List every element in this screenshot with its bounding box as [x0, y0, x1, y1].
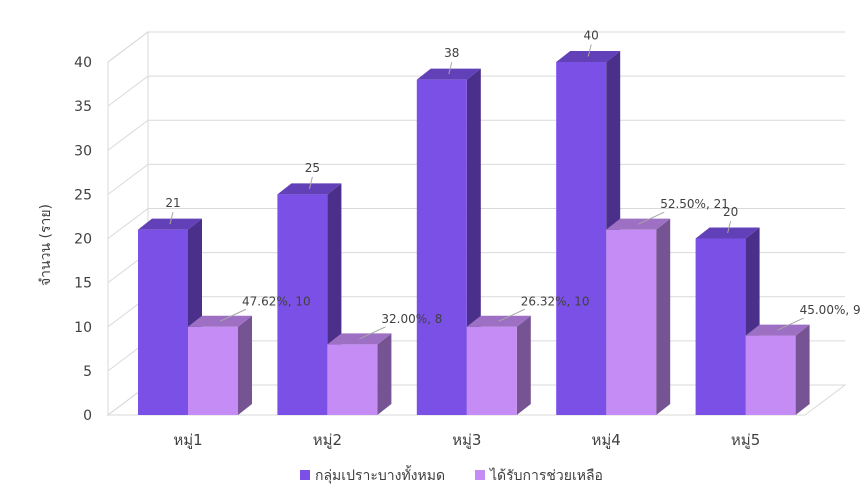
bar-total-2: [277, 183, 342, 415]
data-label: 47.62%, 10: [242, 294, 311, 308]
bar-helped-2: [327, 333, 392, 415]
y-tick-label: 10: [74, 320, 92, 336]
bar-helped-5: [745, 324, 810, 415]
bar-front: [556, 62, 607, 415]
x-category-label: หมู่3: [452, 431, 481, 449]
leader-line: [727, 220, 732, 234]
bar-front: [327, 344, 378, 415]
bar-side: [516, 315, 531, 415]
y-tick-label: 15: [74, 276, 92, 292]
legend-swatch: [475, 470, 485, 480]
y-axis-label: จำนวน (ราย): [38, 204, 54, 286]
data-label: 52.50%, 21: [660, 197, 729, 211]
x-category-label: หมู่4: [592, 431, 621, 449]
y-axis-ticks: 0 5 10 15 20 25 30 35 40: [74, 55, 92, 424]
y-tick-label: 30: [74, 143, 92, 159]
bar-front: [745, 335, 796, 415]
y-tick-label: 20: [74, 232, 92, 248]
x-category-label: หมู่2: [313, 431, 342, 449]
bar-front: [188, 326, 238, 415]
bar-front: [466, 326, 517, 415]
bar-front: [138, 229, 188, 415]
leader-line: [448, 62, 453, 75]
legend-item: ได้รับการช่วยเหลือ: [475, 467, 603, 484]
gridline: [107, 31, 845, 63]
bar-front: [277, 194, 328, 415]
bar-front: [416, 79, 467, 416]
bar-front: [695, 238, 746, 415]
y-tick-label: 5: [83, 364, 92, 380]
legend-item: กลุ่มเปราะบางทั้งหมด: [300, 465, 445, 484]
leader-line: [308, 176, 313, 189]
leader-line: [777, 317, 804, 331]
leader-line: [359, 326, 386, 340]
y-tick-label: 25: [74, 187, 92, 203]
legend-label: กลุ่มเปราะบางทั้งหมด: [315, 465, 445, 484]
y-tick-label: 35: [74, 99, 92, 115]
bar-side: [656, 218, 671, 415]
bars: [138, 51, 810, 416]
bar-side: [238, 315, 252, 415]
data-label: 45.00%, 9: [800, 303, 861, 317]
y-tick-label: 0: [83, 408, 92, 424]
leader-line: [587, 44, 592, 57]
data-label: 21: [165, 196, 180, 210]
bar-side: [795, 324, 810, 415]
data-label: 20: [723, 205, 738, 219]
legend-swatch: [300, 470, 310, 480]
leader-line: [169, 212, 174, 225]
bar-side: [377, 333, 392, 415]
data-label: 26.32%, 10: [521, 294, 590, 308]
y-tick-label: 40: [74, 55, 92, 71]
leader-line: [637, 211, 665, 225]
leader-line: [498, 308, 526, 322]
data-label: 40: [584, 29, 599, 43]
data-label: 25: [305, 161, 320, 175]
x-axis-categories: หมู่1 หมู่2 หมู่3 หมู่4 หมู่5: [173, 431, 760, 449]
data-label: 32.00%, 8: [381, 312, 442, 326]
x-category-label: หมู่5: [731, 431, 760, 449]
bar-helped-4: [606, 218, 671, 415]
x-category-label: หมู่1: [173, 431, 202, 449]
bar-front: [606, 229, 657, 415]
leader-line: [219, 308, 247, 322]
bar-helped-1: [188, 315, 252, 415]
bar-total-3: [416, 68, 481, 416]
bar-helped-3: [466, 315, 531, 415]
legend-label: ได้รับการช่วยเหลือ: [489, 467, 603, 484]
legend: กลุ่มเปราะบางทั้งหมด ได้รับการช่วยเหลือ: [300, 465, 603, 484]
data-label: 38: [444, 46, 459, 60]
data-labels: 21 47.62%, 10 25 32.00%, 8 38 26.32%, 10 40 52.…: [165, 29, 861, 340]
